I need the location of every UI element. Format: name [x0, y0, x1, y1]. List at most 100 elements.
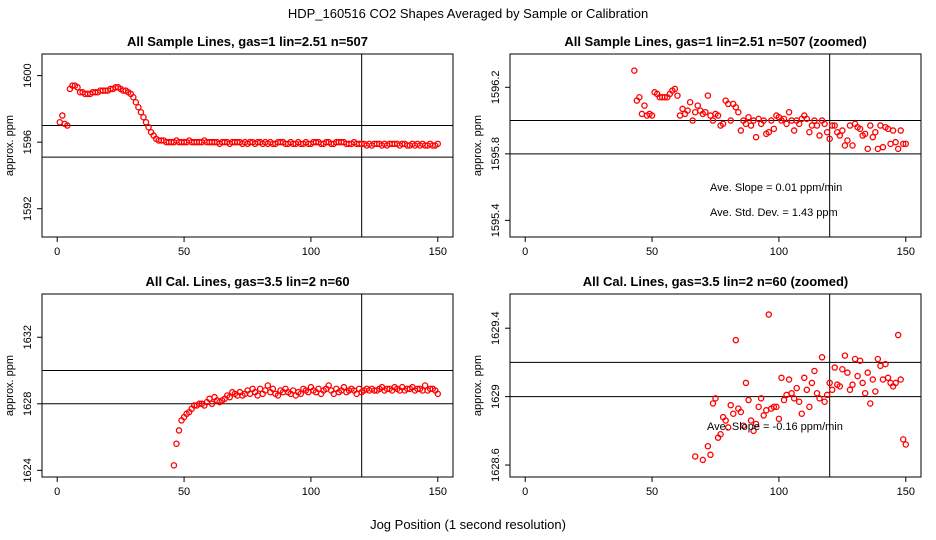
- data-point: [679, 105, 686, 113]
- data-point: [854, 372, 861, 380]
- data-point: [795, 398, 803, 405]
- x-tick-label: 150: [897, 246, 915, 258]
- data-point: [808, 379, 816, 387]
- data-point: [821, 398, 828, 405]
- data-points: [170, 382, 442, 469]
- data-point: [175, 427, 183, 434]
- data-point: [676, 112, 684, 119]
- plot-frame: [41, 53, 454, 238]
- data-point: [775, 415, 783, 423]
- x-tick-label: 0: [522, 246, 528, 258]
- data-point: [747, 417, 755, 424]
- y-tick-label: 1629.4: [490, 311, 502, 345]
- data-point: [745, 396, 752, 404]
- data-points: [56, 82, 442, 149]
- plot-frame: [509, 53, 922, 238]
- data-point: [849, 381, 856, 388]
- data-point: [274, 392, 282, 399]
- data-point: [813, 122, 821, 129]
- data-point: [140, 113, 147, 121]
- data-point: [727, 117, 734, 124]
- data-point: [816, 132, 823, 139]
- data-point: [745, 113, 752, 121]
- data-point: [765, 311, 773, 318]
- data-point: [707, 451, 714, 459]
- data-point: [785, 376, 793, 383]
- panel-title: All Sample Lines, gas=1 lin=2.51 n=507 (…: [564, 34, 866, 49]
- data-point: [56, 118, 64, 126]
- data-point: [823, 391, 831, 399]
- data-point: [892, 138, 899, 146]
- data-point: [142, 118, 150, 126]
- data-point: [836, 132, 844, 139]
- x-tick-label: 0: [522, 486, 528, 498]
- y-axis-label: approx. ppm: [4, 115, 16, 176]
- data-point: [889, 127, 897, 134]
- data-point: [879, 143, 887, 151]
- y-tick-label: 1628.6: [490, 448, 502, 482]
- y-tick-label: 1629: [490, 384, 502, 408]
- data-point: [704, 442, 712, 450]
- data-point: [778, 374, 785, 382]
- data-point: [884, 374, 892, 382]
- panel-title: All Sample Lines, gas=1 lin=2.51 n=507: [127, 34, 368, 49]
- data-point: [894, 145, 902, 153]
- data-point: [421, 382, 429, 389]
- data-point: [836, 383, 844, 390]
- x-tick-label: 150: [897, 486, 915, 498]
- x-tick-label: 0: [54, 246, 60, 258]
- plot-frame: [41, 293, 454, 478]
- data-point: [689, 117, 696, 124]
- data-point: [869, 133, 877, 141]
- data-point: [694, 102, 701, 109]
- data-point: [709, 117, 717, 124]
- data-point: [737, 408, 745, 416]
- data-point: [732, 336, 740, 344]
- data-point: [828, 122, 836, 129]
- data-point: [859, 379, 866, 387]
- data-point: [340, 383, 348, 391]
- data-point: [902, 140, 910, 148]
- data-point: [793, 384, 800, 392]
- data-point: [790, 395, 798, 402]
- data-point: [732, 103, 740, 111]
- annotation-label: Ave. Std. Dev. = 1.43 ppm: [710, 207, 838, 219]
- plot-frame: [509, 293, 922, 478]
- data-point: [269, 385, 277, 393]
- data-point: [712, 395, 719, 402]
- data-point: [785, 108, 793, 116]
- data-point: [671, 85, 679, 93]
- data-point: [894, 331, 902, 339]
- data-point: [790, 127, 798, 134]
- data-point: [897, 127, 904, 134]
- data-point: [770, 403, 778, 411]
- data-point: [704, 92, 712, 99]
- data-point: [747, 122, 755, 129]
- y-tick-label: 1592: [22, 196, 34, 220]
- data-point: [325, 382, 332, 389]
- data-point: [730, 410, 737, 417]
- data-point: [719, 120, 727, 128]
- data-point: [869, 376, 877, 383]
- data-point: [861, 130, 869, 138]
- data-point: [132, 98, 140, 106]
- data-point: [899, 140, 907, 148]
- shared-x-axis-label: Jog Position (1 second resolution): [370, 517, 566, 532]
- panel-title: All Cal. Lines, gas=3.5 lin=2 n=60: [145, 274, 349, 289]
- data-point: [727, 401, 734, 409]
- data-point: [59, 112, 66, 119]
- data-point: [137, 108, 145, 116]
- data-point: [851, 355, 859, 363]
- data-point: [760, 117, 767, 124]
- data-point: [434, 140, 442, 148]
- data-point: [735, 108, 742, 116]
- data-point: [750, 427, 757, 435]
- x-tick-label: 50: [178, 246, 190, 258]
- data-point: [818, 354, 826, 361]
- data-point: [795, 120, 803, 128]
- x-tick-label: 50: [646, 486, 658, 498]
- data-point: [867, 400, 874, 407]
- x-tick-label: 150: [429, 246, 447, 258]
- data-point: [742, 379, 750, 387]
- panel-title: All Cal. Lines, gas=3.5 lin=2 n=60 (zoom…: [583, 274, 849, 289]
